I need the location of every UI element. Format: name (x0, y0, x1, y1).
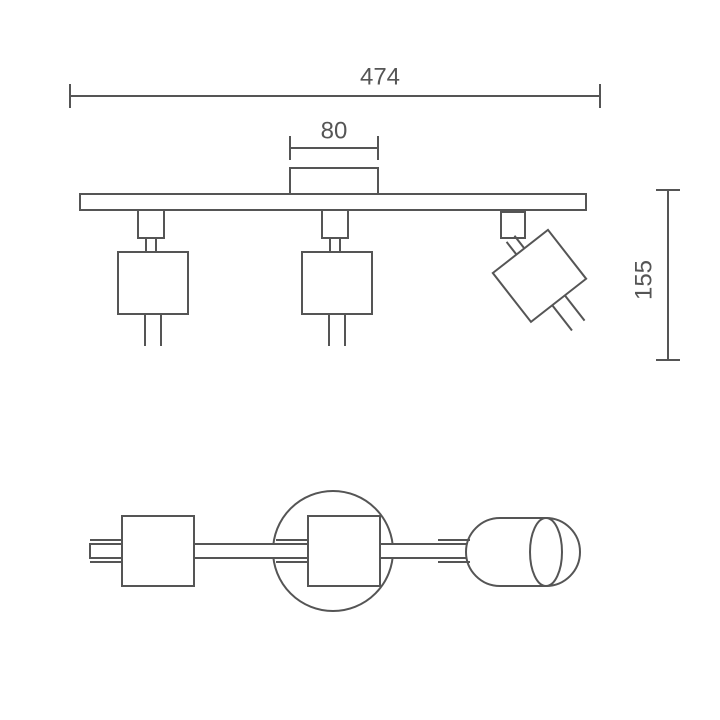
dimension-overall-width-value: 474 (360, 63, 400, 90)
side-view (80, 168, 606, 347)
dimension-mount-width-value: 80 (321, 117, 348, 144)
top-view (90, 491, 580, 611)
spotlight-3 (483, 212, 606, 347)
technical-drawing: 474 80 155 (0, 0, 720, 720)
dimension-overall-width: 474 (70, 63, 600, 108)
spotlight-2 (302, 210, 372, 346)
dimension-mount-width: 80 (290, 117, 378, 160)
dimension-height-value: 155 (630, 260, 657, 300)
spotlight-1 (118, 210, 188, 346)
dimension-height: 155 (630, 190, 680, 360)
